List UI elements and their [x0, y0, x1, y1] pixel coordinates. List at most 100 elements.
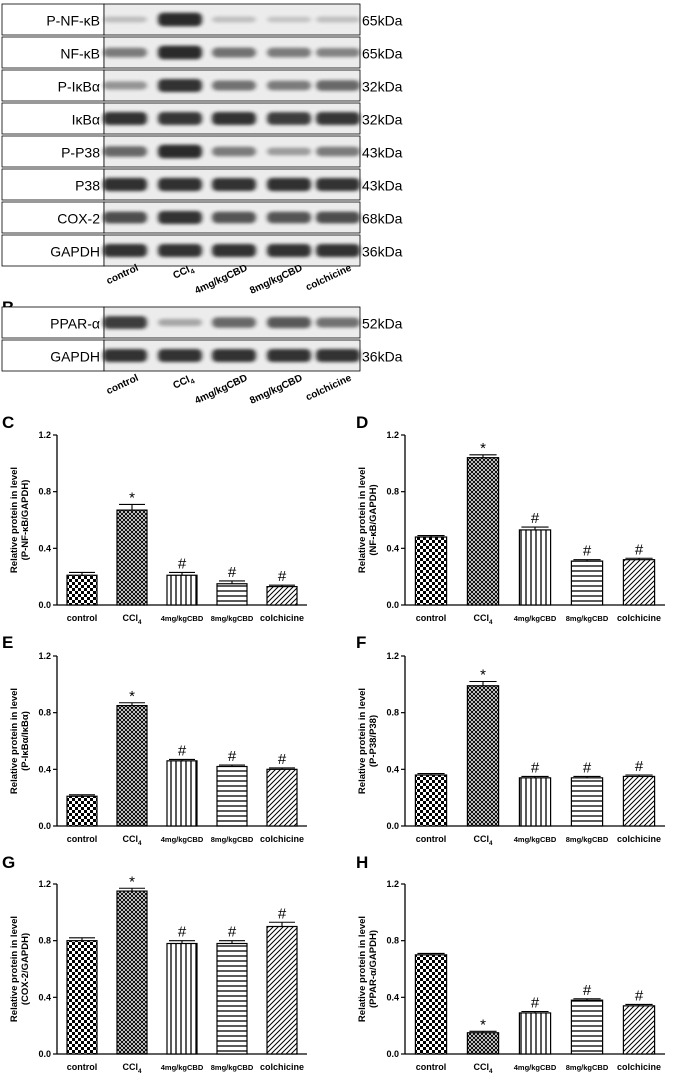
significance-star: * — [480, 667, 486, 684]
y-tick-label: 0.4 — [386, 992, 399, 1002]
y-tick-label: 0.8 — [38, 936, 51, 946]
lane-label-4mg/kgCBD: 4mg/kgCBD — [193, 263, 249, 297]
y-tick-label: 0.4 — [38, 543, 51, 553]
lane-label-8mg/kgCBD: 8mg/kgCBD — [248, 263, 304, 297]
bar-4mg/kgCBD — [166, 942, 198, 1055]
blot-band — [158, 45, 202, 60]
blot-b-row-PPAR-α: PPAR-α 52kDa — [1, 306, 403, 339]
blot-a-row-GAPDH: GAPDH 36kDa — [1, 234, 403, 267]
bar-control — [414, 954, 448, 1055]
blot-band — [212, 177, 256, 192]
x-category-control: control — [416, 613, 447, 623]
y-axis-label: Relative protein in level(NF-κB/GAPDH) — [357, 467, 379, 573]
y-tick-label: 0.4 — [386, 764, 399, 774]
y-axis-label: Relative protein in level(P-IκBα/IκBα) — [9, 688, 31, 794]
blot-b-row-GAPDH: GAPDH 36kDa — [1, 339, 403, 372]
x-category-8mg/kgCBD: 8mg/kgCBD — [211, 1063, 254, 1072]
blot-band — [267, 348, 311, 363]
blot-band — [212, 111, 256, 126]
blot-row-label: COX-2 — [57, 211, 100, 227]
panel-letter-g: G — [2, 853, 15, 872]
bar-colchicine — [622, 775, 656, 827]
blot-band — [212, 16, 256, 23]
significance-hash: # — [178, 555, 187, 572]
blot-band — [267, 177, 311, 192]
y-tick-label: 1.2 — [386, 879, 399, 889]
blot-band — [158, 78, 202, 93]
bar-4mg/kgCBD — [518, 1012, 552, 1055]
y-axis-label: Relative protein in level(PPAR-α/GAPDH) — [357, 916, 379, 1022]
bar-colchicine — [266, 768, 298, 827]
y-axis-label: Relative protein in level(P-P38/P38) — [357, 688, 379, 794]
x-category-8mg/kgCBD: 8mg/kgCBD — [211, 835, 254, 844]
x-category-control: control — [67, 834, 98, 844]
significance-hash: # — [635, 541, 644, 558]
molecular-weight-label: 65kDa — [362, 46, 403, 62]
bar-CCl4 — [116, 509, 148, 606]
blot-band — [267, 47, 311, 58]
blot-band — [267, 112, 311, 125]
bar-control — [66, 574, 98, 606]
y-tick-label: 0.0 — [386, 1049, 399, 1059]
y-tick-label: 0.0 — [386, 600, 399, 610]
bar-CCl4 — [116, 704, 148, 827]
lane-label-control: control — [105, 373, 141, 397]
x-category-colchicine: colchicine — [260, 834, 304, 844]
blot-band — [267, 211, 311, 224]
bar-control — [66, 940, 98, 1055]
molecular-weight-label: 43kDa — [362, 145, 403, 161]
bar-chart-c: C 0.0 0.4 0.8 1.2 Relative protein in level(P… — [2, 413, 307, 626]
blot-label-box — [1, 102, 105, 135]
significance-star: * — [129, 873, 135, 890]
panel-letter-h: H — [356, 853, 368, 872]
bar-control — [414, 774, 448, 827]
blot-band — [267, 147, 311, 156]
y-tick-label: 0.8 — [386, 708, 399, 718]
molecular-weight-label: 68kDa — [362, 211, 403, 227]
y-tick-label: 0.4 — [38, 992, 51, 1002]
x-category-colchicine: colchicine — [617, 834, 661, 844]
blot-band — [158, 177, 202, 192]
blot-label-box — [1, 339, 105, 372]
blot-a-row-P-IκBα: P-IκBα 32kDa — [1, 69, 403, 102]
significance-hash: # — [583, 759, 592, 776]
lane-label-colchicine: colchicine — [304, 373, 353, 404]
bar-colchicine — [622, 559, 656, 606]
bar-chart-e: E 0.0 0.4 0.8 1.2 Relative protein in level(P… — [2, 633, 307, 847]
blot-band — [212, 317, 256, 328]
x-category-4mg/kgCBD: 4mg/kgCBD — [514, 614, 557, 623]
significance-hash: # — [531, 759, 540, 776]
lane-label-CCl4: CCl4 — [171, 373, 196, 394]
bar-8mg/kgCBD — [570, 999, 604, 1055]
y-axis-label: Relative protein in level(COX-2/GAPDH) — [9, 916, 31, 1022]
significance-hash: # — [278, 751, 287, 768]
bar-colchicine — [266, 585, 298, 606]
y-tick-label: 0.8 — [38, 708, 51, 718]
significance-hash: # — [531, 995, 540, 1012]
y-tick-label: 1.2 — [38, 879, 51, 889]
bar-charts: C 0.0 0.4 0.8 1.2 Relative protein in level(P… — [2, 413, 665, 1075]
blot-label-box — [1, 306, 105, 339]
blot-row-label: GAPDH — [50, 244, 100, 260]
y-tick-label: 0.8 — [38, 487, 51, 497]
y-tick-label: 1.2 — [38, 651, 51, 661]
blot-band — [267, 80, 311, 91]
lane-label-colchicine: colchicine — [304, 263, 353, 294]
blot-band — [267, 316, 311, 329]
bar-colchicine — [622, 1005, 656, 1055]
blot-a-row-NF-κB: NF-κB 65kDa — [1, 36, 403, 69]
significance-hash: # — [583, 982, 592, 999]
blot-band — [103, 316, 147, 329]
significance-hash: # — [635, 758, 644, 775]
y-tick-label: 0.0 — [38, 821, 51, 831]
x-category-CCl4: CCl4 — [122, 1062, 142, 1075]
lane-label-4mg/kgCBD: 4mg/kgCBD — [193, 373, 249, 407]
y-axis-label: Relative protein in level(P-NF-κB/GAPDH) — [9, 467, 31, 573]
molecular-weight-label: 43kDa — [362, 178, 403, 194]
blot-band — [103, 243, 147, 258]
y-tick-label: 0.0 — [38, 600, 51, 610]
blot-band — [316, 80, 360, 91]
bar-8mg/kgCBD — [570, 560, 604, 606]
blot-band — [212, 243, 256, 258]
y-tick-label: 1.2 — [386, 430, 399, 440]
